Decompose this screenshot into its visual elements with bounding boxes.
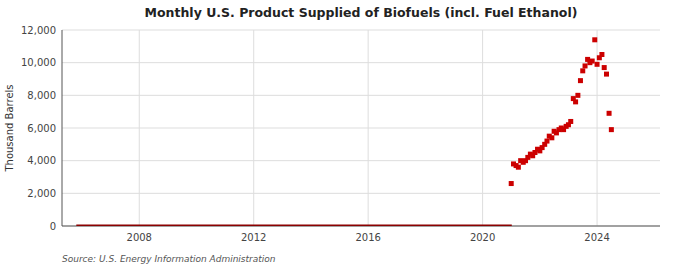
point xyxy=(544,139,549,144)
point xyxy=(592,37,597,42)
point xyxy=(573,99,578,104)
y-tick-label: 4,000 xyxy=(27,155,56,166)
point xyxy=(549,135,554,140)
y-grid-line xyxy=(62,128,660,129)
y-grid-line xyxy=(62,160,660,161)
y-grid-line xyxy=(62,226,660,227)
x-tick-label: 2012 xyxy=(241,232,266,243)
y-axis-label: Thousand Barrels xyxy=(4,84,15,172)
title: Monthly U.S. Product Supplied of Biofuel… xyxy=(145,5,578,20)
x-grid-line xyxy=(139,30,140,226)
point xyxy=(578,78,583,83)
source: Source: U.S. Energy Information Administ… xyxy=(62,254,276,264)
point xyxy=(604,72,609,77)
point xyxy=(590,59,595,64)
y-grid-line xyxy=(62,95,660,96)
point xyxy=(609,127,614,132)
y-grid-line xyxy=(62,30,660,31)
x-tick-label: 2020 xyxy=(470,232,495,243)
point xyxy=(580,68,585,73)
y-tick-label: 12,000 xyxy=(21,25,56,36)
x-tick-label: 2008 xyxy=(127,232,152,243)
x-axis-line xyxy=(62,226,660,227)
point xyxy=(602,65,607,70)
x-tick-label: 2016 xyxy=(355,232,380,243)
x-tick-label: 2024 xyxy=(584,232,609,243)
y-tick-label: 8,000 xyxy=(27,90,56,101)
point xyxy=(599,52,604,57)
line xyxy=(76,225,511,226)
point xyxy=(516,165,521,170)
y-grid-line xyxy=(62,62,660,63)
y-grid-line xyxy=(62,193,660,194)
chart: Monthly U.S. Product Supplied of Biofuel… xyxy=(0,0,675,275)
point xyxy=(595,62,600,67)
point xyxy=(575,93,580,98)
point xyxy=(509,181,514,186)
x-grid-line xyxy=(482,30,483,226)
point xyxy=(583,63,588,68)
x-grid-line xyxy=(253,30,254,226)
marks xyxy=(76,37,614,225)
y-tick-label: 0 xyxy=(50,221,56,232)
y-axis-line xyxy=(62,30,63,226)
point xyxy=(607,111,612,116)
point xyxy=(568,119,573,124)
y-tick-label: 2,000 xyxy=(27,188,56,199)
y-tick-label: 6,000 xyxy=(27,123,56,134)
y-tick-label: 10,000 xyxy=(21,57,56,68)
grid xyxy=(62,30,660,226)
x-grid-line xyxy=(368,30,369,226)
